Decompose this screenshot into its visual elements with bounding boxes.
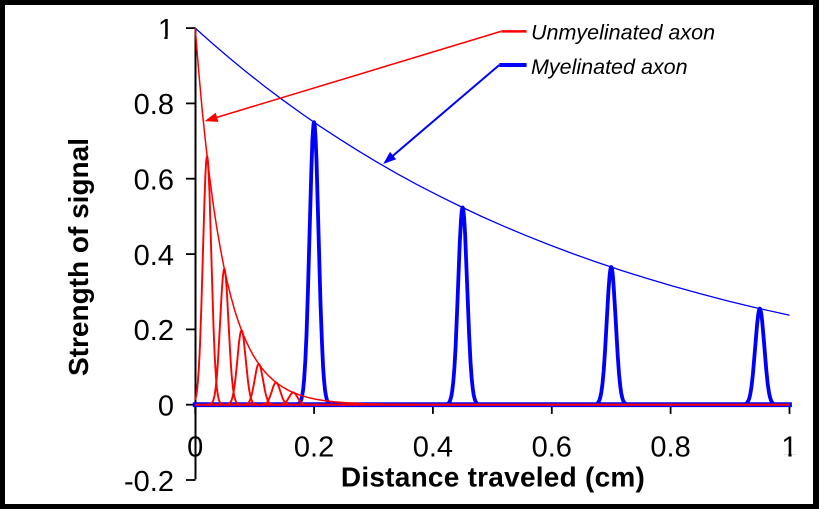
svg-text:0.6: 0.6 bbox=[532, 432, 572, 464]
svg-text:1: 1 bbox=[781, 432, 797, 464]
svg-text:Unmyelinated axon: Unmyelinated axon bbox=[531, 21, 715, 45]
svg-text:0: 0 bbox=[187, 432, 203, 464]
svg-text:0.4: 0.4 bbox=[134, 240, 174, 272]
svg-text:0.2: 0.2 bbox=[294, 432, 334, 464]
svg-text:0.8: 0.8 bbox=[650, 432, 690, 464]
svg-text:Distance traveled (cm): Distance traveled (cm) bbox=[341, 461, 645, 492]
svg-text:0.2: 0.2 bbox=[134, 315, 174, 347]
svg-text:1: 1 bbox=[158, 14, 174, 46]
svg-text:-0.2: -0.2 bbox=[124, 466, 174, 498]
svg-text:0.6: 0.6 bbox=[134, 165, 174, 197]
svg-text:Strength of signal: Strength of signal bbox=[63, 138, 94, 376]
svg-text:0.4: 0.4 bbox=[413, 432, 453, 464]
svg-text:0.8: 0.8 bbox=[134, 89, 174, 121]
svg-text:Myelinated axon: Myelinated axon bbox=[531, 55, 688, 79]
svg-text:0: 0 bbox=[158, 391, 174, 423]
